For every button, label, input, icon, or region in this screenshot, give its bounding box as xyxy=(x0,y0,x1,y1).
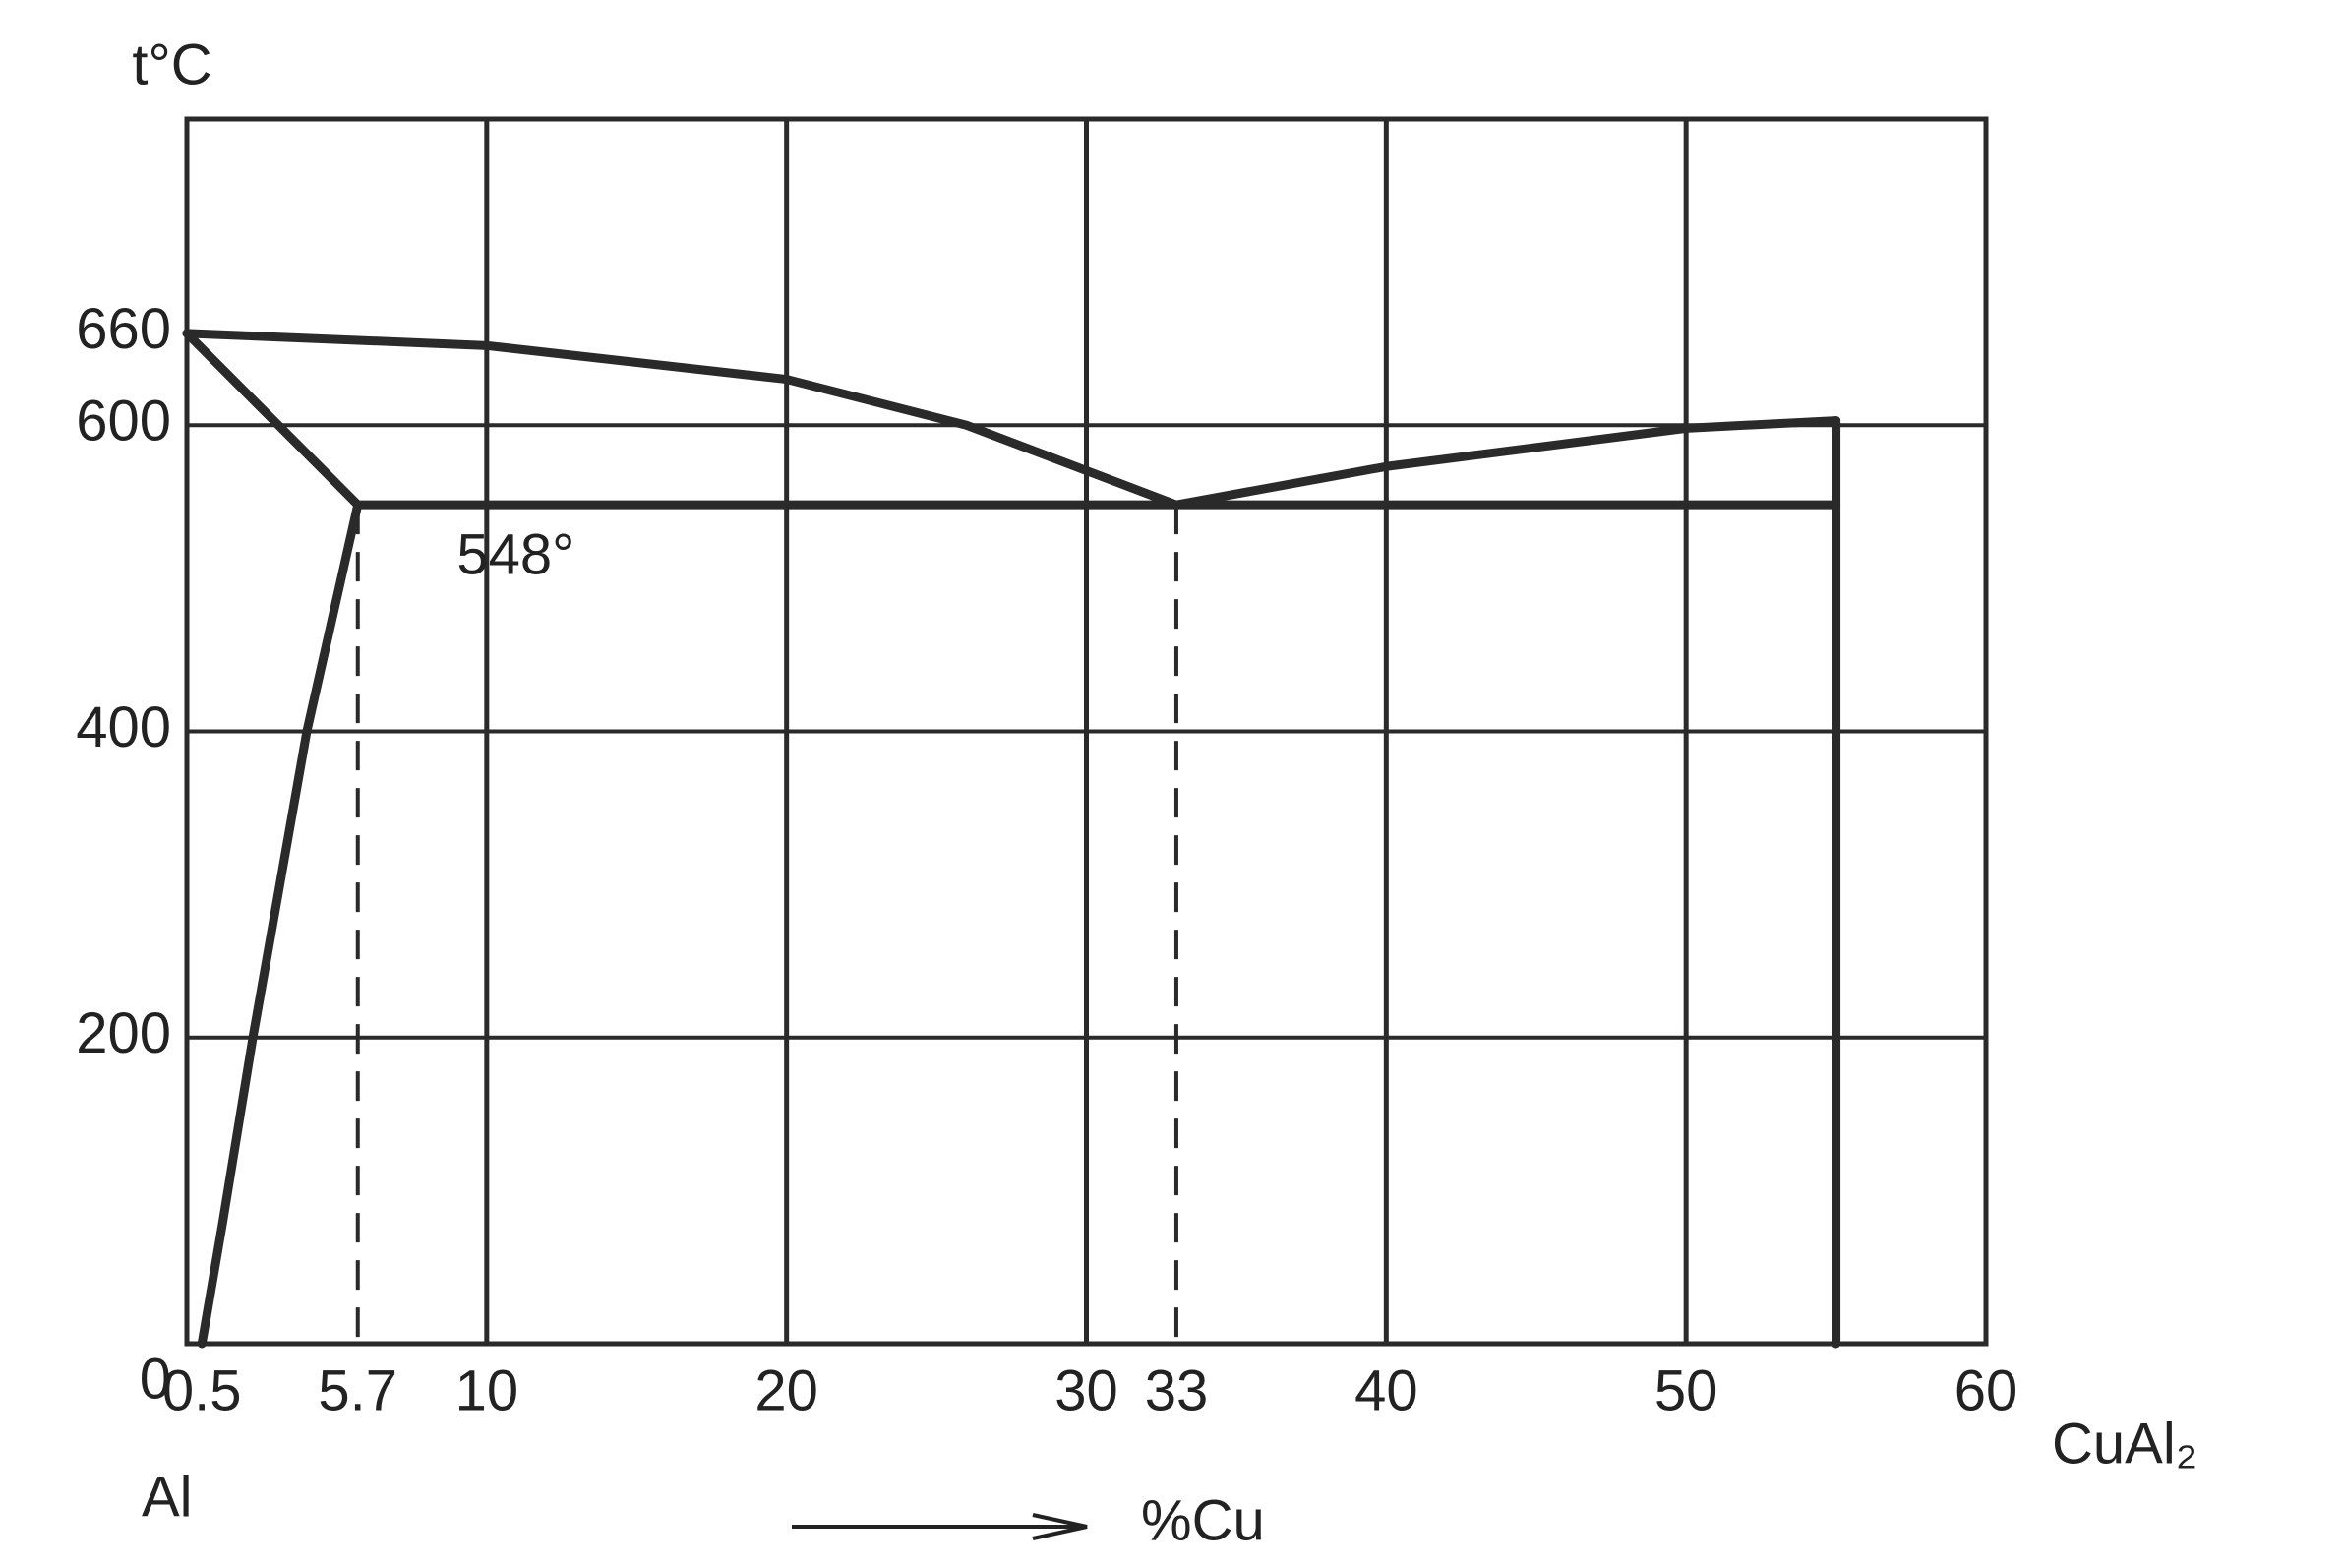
x-tick-label: 33 xyxy=(1145,1358,1209,1422)
annotation: 548° xyxy=(456,523,574,587)
arrow xyxy=(792,1513,1088,1540)
phase-line xyxy=(1171,416,1841,510)
phase-line xyxy=(197,500,363,1349)
axis-title: t°C xyxy=(132,32,211,96)
y-tick-label: 400 xyxy=(76,695,171,759)
x-tick-label: 40 xyxy=(1354,1358,1418,1422)
x-tick-label: 20 xyxy=(754,1358,818,1422)
x-tick-label: 30 xyxy=(1054,1358,1118,1422)
x-tick-label: 5.7 xyxy=(318,1358,397,1422)
right-label: CuAl₂ xyxy=(2052,1412,2197,1476)
y-tick-label: 600 xyxy=(76,390,171,453)
x-tick-label: 60 xyxy=(1954,1358,2018,1422)
phase-line xyxy=(182,329,1181,510)
x-axis-label: %Cu xyxy=(1141,1488,1265,1552)
phase-line xyxy=(182,329,363,510)
left-label: Al xyxy=(142,1465,193,1529)
y-tick-label: 0 xyxy=(140,1347,171,1411)
x-tick-label: 10 xyxy=(455,1358,519,1422)
x-tick-label: 0.5 xyxy=(162,1358,242,1422)
y-tick-label: 660 xyxy=(76,297,171,361)
x-tick-label: 50 xyxy=(1654,1358,1718,1422)
y-tick-label: 200 xyxy=(76,1001,171,1065)
